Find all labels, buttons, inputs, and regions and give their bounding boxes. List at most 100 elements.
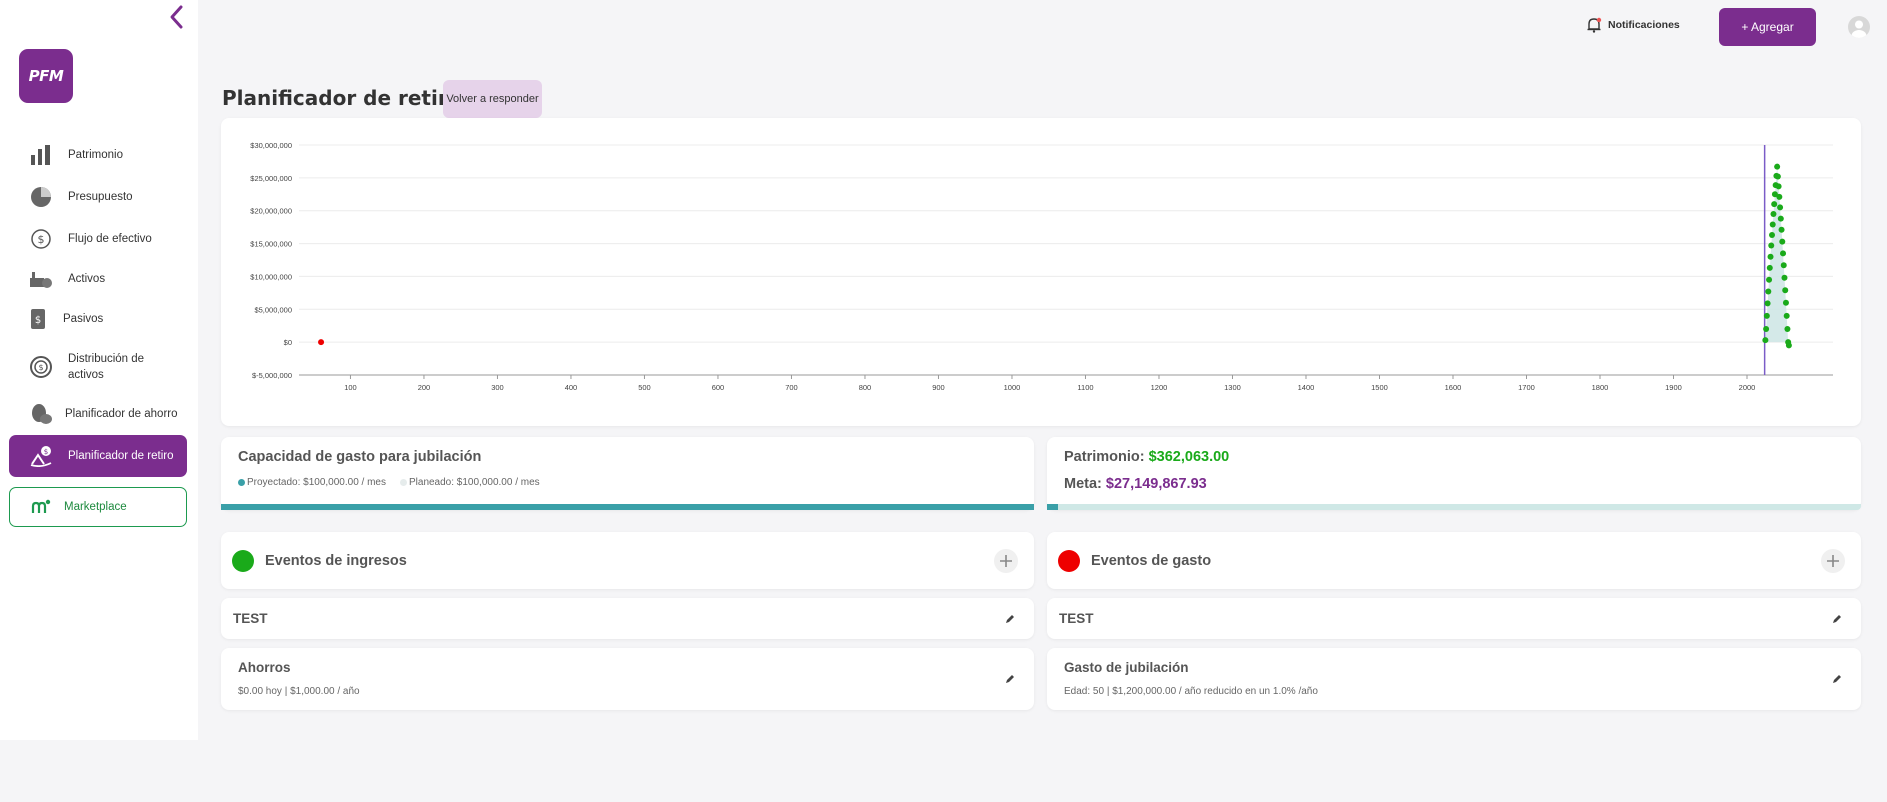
planned-label: Planeado: $100,000.00 / mes: [408, 477, 540, 488]
edit-icon[interactable]: [1004, 613, 1016, 625]
avatar[interactable]: [1848, 16, 1870, 38]
add-button[interactable]: + Agregar: [1719, 8, 1816, 46]
data-point: [1778, 226, 1785, 233]
sidebar-item-label: Distribución de activos: [68, 353, 145, 381]
sidebar-item-distribucion[interactable]: $ Distribución de activos: [9, 350, 187, 384]
assets-icon: [28, 267, 54, 291]
x-tick-label: 1000: [1004, 383, 1021, 392]
plus-icon: [1000, 555, 1012, 567]
sidebar-item-label: Activos: [68, 273, 106, 285]
sidebar-item-presupuesto[interactable]: Presupuesto: [9, 185, 187, 209]
goal-row: Meta: $27,149,867.93: [1064, 476, 1207, 492]
data-point: [1785, 342, 1792, 349]
x-tick-label: 1800: [1592, 383, 1609, 392]
x-tick-label: 1300: [1224, 383, 1241, 392]
income-events-card: Eventos de ingresos: [221, 532, 1034, 589]
data-point: [1767, 253, 1774, 260]
app-logo[interactable]: PFM: [19, 49, 73, 103]
data-point: [1780, 262, 1787, 269]
expense-event-row[interactable]: Gasto de jubilación Edad: 50 | $1,200,00…: [1047, 648, 1861, 710]
add-expense-event-button[interactable]: [1821, 549, 1845, 573]
sidebar-item-label: Patrimonio: [68, 149, 123, 161]
sidebar-item-retiro[interactable]: $ Planificador de retiro: [9, 435, 187, 477]
pie-chart-icon: [28, 185, 54, 209]
x-tick-label: 1700: [1518, 383, 1535, 392]
sidebar-item-flujo[interactable]: $ Flujo de efectivo: [9, 227, 187, 251]
meta-label: Meta:: [1064, 476, 1102, 492]
sidebar-item-marketplace[interactable]: Marketplace: [9, 487, 187, 527]
sidebar-item-ahorro[interactable]: Planificador de ahorro: [9, 402, 187, 426]
x-tick-label: 2000: [1739, 383, 1756, 392]
goal-progress-bar: [1047, 504, 1861, 510]
x-tick-label: 600: [712, 383, 725, 392]
sidebar-item-label: Planificador de ahorro: [65, 408, 178, 420]
expense-event-title: Gasto de jubilación: [1064, 660, 1189, 675]
expense-events-title: Eventos de gasto: [1091, 552, 1212, 569]
data-point: [1771, 201, 1778, 208]
expense-events-card: Eventos de gasto: [1047, 532, 1861, 589]
retirement-chart-card: $-5,000,000 $0 $5,000,000 $10,000,000 $15,00…: [221, 118, 1861, 426]
cash-flow-icon: $: [28, 227, 54, 251]
sidebar-item-patrimonio[interactable]: Patrimonio: [9, 143, 187, 167]
data-point: [1783, 312, 1790, 319]
income-event-row[interactable]: Ahorros $0.00 hoy | $1,000.00 / año: [221, 648, 1034, 710]
y-tick-label: $0: [284, 338, 292, 347]
y-tick-label: $25,000,000: [250, 174, 292, 183]
sidebar-item-label: Pasivos: [63, 313, 104, 325]
data-point: [1777, 215, 1784, 222]
edit-icon[interactable]: [1831, 613, 1843, 625]
x-tick-label: 1100: [1077, 383, 1093, 392]
net-worth-row: Patrimonio: $362,063.00: [1064, 449, 1229, 465]
svg-text:$: $: [44, 448, 48, 456]
x-tick-label: 1200: [1151, 383, 1168, 392]
projected-label: Proyectado: $100,000.00 / mes: [247, 477, 386, 488]
income-event-row[interactable]: TEST: [221, 598, 1034, 639]
expense-dot-icon: [1058, 549, 1080, 572]
data-point: [1782, 299, 1789, 306]
x-tick-label: 1400: [1298, 383, 1315, 392]
x-tick-label: 1900: [1665, 383, 1682, 392]
capacity-legend: Proyectado: $100,000.00 / mes Planeado: …: [238, 477, 540, 488]
x-tick-label: 800: [859, 383, 872, 392]
notifications-button[interactable]: Notificaciones: [1586, 17, 1680, 33]
data-point: [1782, 287, 1789, 294]
collapse-sidebar-icon[interactable]: [166, 4, 188, 30]
x-tick-label: 400: [565, 383, 578, 392]
page-title: Planificador de retiro: [222, 86, 462, 110]
retirement-chart: $-5,000,000 $0 $5,000,000 $10,000,000 $15,00…: [250, 141, 1833, 392]
add-income-event-button[interactable]: [994, 549, 1018, 573]
edit-icon[interactable]: [1831, 673, 1843, 685]
data-point: [1766, 264, 1773, 271]
y-tick-label: $30,000,000: [250, 141, 292, 150]
income-events-title: Eventos de ingresos: [265, 552, 407, 569]
series-area: [1765, 166, 1789, 343]
retake-button[interactable]: Volver a responder: [443, 80, 542, 118]
sidebar-item-activos[interactable]: Activos: [9, 267, 187, 291]
svg-text:$: $: [35, 315, 41, 326]
data-point: [1770, 211, 1777, 217]
income-event-subtitle: $0.00 hoy | $1,000.00 / año: [238, 686, 360, 697]
y-tick-label: $15,000,000: [250, 240, 292, 249]
svg-text:$: $: [38, 233, 45, 246]
data-point: [1777, 204, 1784, 211]
patrimonio-value: $362,063.00: [1148, 449, 1230, 465]
x-tick-label: 200: [418, 383, 431, 392]
income-dot-icon: [232, 549, 254, 572]
data-point: [1784, 326, 1791, 332]
data-point: [1775, 183, 1782, 190]
data-point: [1781, 274, 1788, 281]
data-point: [1769, 221, 1776, 228]
x-tick-label: 700: [785, 383, 798, 392]
data-point: [1776, 193, 1783, 200]
expense-event-row[interactable]: TEST: [1047, 598, 1861, 639]
sidebar-item-pasivos[interactable]: $ Pasivos: [9, 307, 187, 331]
data-point: [1779, 238, 1786, 245]
edit-icon[interactable]: [1004, 673, 1016, 685]
notifications-label: Notificaciones: [1608, 19, 1680, 31]
data-point: [1780, 250, 1787, 257]
sidebar-item-label: Planificador de retiro: [68, 450, 174, 462]
income-event-title: Ahorros: [238, 660, 291, 675]
data-point: [1774, 163, 1781, 170]
piggy-bank-icon: [28, 402, 54, 426]
x-tick-label: 300: [491, 383, 504, 392]
